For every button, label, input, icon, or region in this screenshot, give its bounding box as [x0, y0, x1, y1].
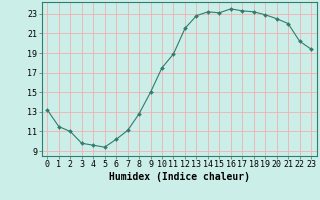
X-axis label: Humidex (Indice chaleur): Humidex (Indice chaleur) — [109, 172, 250, 182]
